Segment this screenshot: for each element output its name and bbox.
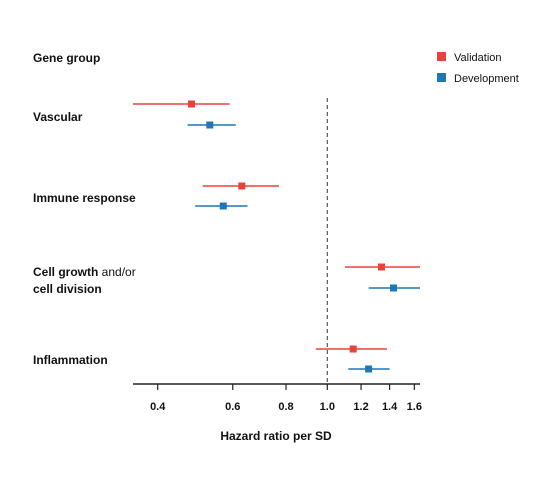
x-axis-label: Hazard ratio per SD: [220, 429, 332, 443]
validation-point: [349, 345, 357, 353]
group-labels: Vascular Immune response Cell growth and/o…: [33, 110, 136, 367]
x-tick-label: 1.4: [382, 401, 398, 413]
group-label: Cell growth and/or: [33, 265, 136, 279]
x-tick-label: 0.4: [150, 401, 166, 413]
x-tick-label: 1.6: [407, 401, 422, 413]
legend-swatch: [437, 73, 446, 82]
group-label: Inflammation: [33, 353, 108, 367]
x-tick-label: 1.0: [320, 401, 335, 413]
x-tick-label: 0.6: [225, 401, 240, 413]
estimates: [133, 100, 420, 373]
development-point: [206, 121, 214, 129]
x-tick-label: 0.8: [278, 401, 293, 413]
legend-label: Validation: [454, 52, 502, 64]
row-header: Gene group: [33, 51, 100, 65]
development-point: [219, 202, 227, 210]
x-axis: 0.4 0.6 0.8 1.0 1.2 1.4 1.6: [133, 383, 422, 413]
validation-point: [187, 100, 195, 108]
development-point: [365, 365, 373, 373]
legend-label: Development: [454, 73, 519, 85]
development-point: [390, 284, 398, 292]
group-label: Vascular: [33, 110, 83, 124]
validation-point: [377, 263, 385, 271]
legend: Validation Development: [437, 52, 519, 85]
group-label: cell division: [33, 282, 102, 296]
x-tick-label: 1.2: [353, 401, 368, 413]
group-label: Immune response: [33, 191, 136, 205]
legend-swatch: [437, 52, 446, 61]
validation-point: [238, 182, 246, 190]
